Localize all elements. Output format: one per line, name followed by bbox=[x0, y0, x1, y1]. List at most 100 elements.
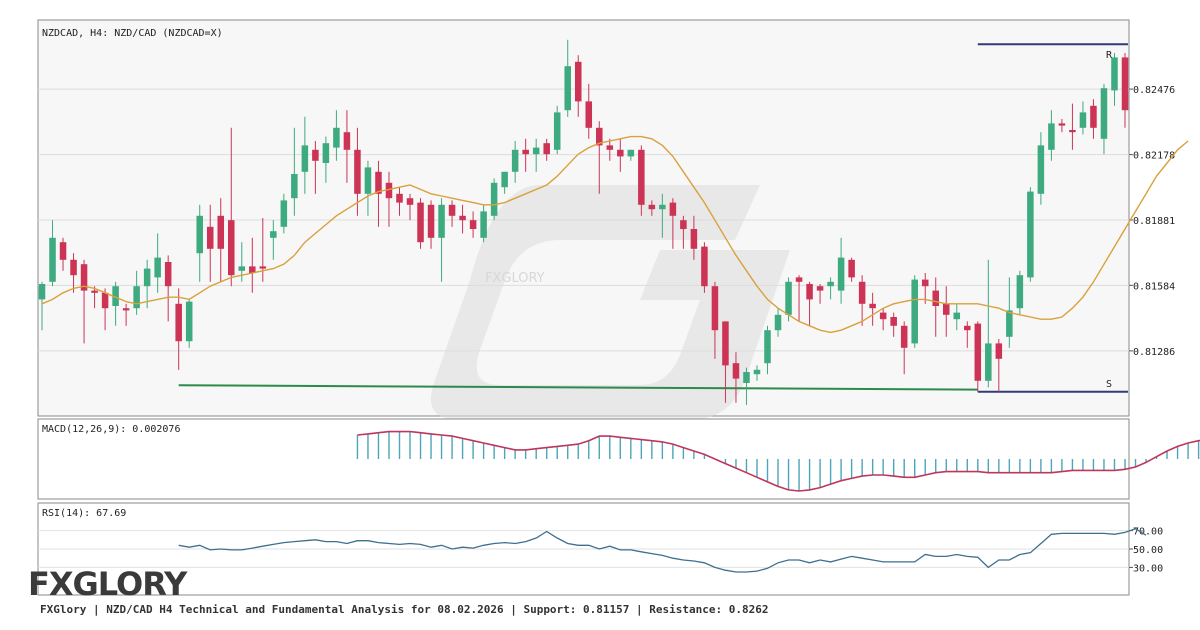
trendline-group bbox=[178, 384, 978, 391]
candle-body bbox=[228, 220, 235, 276]
candle-body bbox=[627, 149, 635, 157]
candle-body bbox=[322, 143, 330, 163]
candle-body bbox=[522, 149, 529, 155]
candle-body bbox=[995, 343, 1003, 359]
candle-body bbox=[617, 149, 624, 157]
candle-body bbox=[837, 257, 845, 291]
candle-body bbox=[711, 286, 719, 331]
candle-body bbox=[301, 145, 309, 172]
price-tick-label: 0.81881 bbox=[1133, 216, 1175, 227]
candle-body bbox=[806, 284, 813, 300]
candle-body bbox=[343, 132, 351, 150]
candle-body bbox=[480, 211, 487, 238]
support-label: S bbox=[1106, 379, 1112, 390]
candle-body bbox=[890, 317, 897, 326]
watermark-logo-shape bbox=[430, 185, 790, 420]
rsi-tick-label: 70.00 bbox=[1133, 527, 1163, 538]
candle-body bbox=[680, 220, 687, 229]
candle-body bbox=[964, 325, 971, 331]
candle-body bbox=[364, 167, 372, 194]
candle-body bbox=[953, 312, 961, 320]
candle-body bbox=[427, 204, 435, 238]
candle-body bbox=[942, 303, 950, 315]
footer-caption: FXGlory | NZD/CAD H4 Technical and Funda… bbox=[40, 603, 769, 616]
watermark-group: FXGLORY bbox=[430, 185, 790, 420]
price-tick-label: 0.81286 bbox=[1133, 347, 1175, 358]
candle-body bbox=[259, 266, 267, 269]
moving-average-line bbox=[41, 135, 1189, 334]
candle-body bbox=[985, 343, 992, 381]
macd-histogram-group bbox=[356, 430, 1200, 492]
candle-body bbox=[49, 237, 56, 282]
candle-body bbox=[238, 266, 246, 271]
candle-body bbox=[354, 149, 361, 194]
candle-body bbox=[911, 279, 918, 344]
candle-body bbox=[596, 127, 603, 146]
candle-body bbox=[490, 182, 498, 216]
candle-body bbox=[606, 145, 614, 150]
candle-body bbox=[848, 259, 855, 278]
candle-body bbox=[1006, 310, 1013, 337]
fxglory-logo: FXGLORY bbox=[28, 565, 187, 603]
candle-body bbox=[543, 143, 550, 155]
candle-body bbox=[501, 171, 508, 188]
candle-body bbox=[869, 303, 876, 309]
candle-body bbox=[669, 202, 677, 216]
candle-body bbox=[900, 325, 908, 348]
candle-body bbox=[1069, 130, 1076, 133]
price-panel: FXGLORY 0.82476 0.82178 0.81881 0.81584 0.81… bbox=[37, 19, 1189, 420]
candle-body bbox=[1016, 275, 1024, 309]
candle-body bbox=[133, 286, 140, 309]
support-trendline bbox=[178, 384, 978, 391]
candle-body bbox=[448, 204, 456, 216]
candle-body bbox=[764, 330, 771, 364]
candle-body bbox=[690, 229, 698, 249]
rsi-tick-label: 30.00 bbox=[1133, 563, 1163, 574]
moving-average-group bbox=[41, 135, 1189, 334]
candle-body bbox=[385, 182, 393, 199]
rsi-tick-label: 50.00 bbox=[1133, 545, 1163, 556]
candle-body bbox=[91, 290, 98, 293]
candle-body bbox=[406, 198, 414, 205]
candle-body bbox=[1058, 123, 1066, 126]
candle-body bbox=[701, 246, 708, 287]
price-tick-label: 0.82476 bbox=[1133, 85, 1175, 96]
candle-body bbox=[827, 281, 834, 287]
candle-body bbox=[112, 286, 119, 306]
candle-body bbox=[1100, 88, 1108, 139]
rsi-title: RSI(14): 67.69 bbox=[42, 508, 126, 519]
candle-body bbox=[574, 61, 582, 102]
candle-body bbox=[417, 202, 424, 243]
candle-body bbox=[511, 149, 519, 172]
candle-body bbox=[785, 281, 792, 315]
candle-body bbox=[732, 363, 740, 379]
watermark-text: FXGLORY bbox=[485, 271, 545, 286]
candle-body bbox=[280, 200, 288, 227]
candle-body bbox=[532, 147, 540, 155]
candle-body bbox=[154, 257, 161, 278]
candle-body bbox=[921, 279, 929, 287]
support-resistance-group bbox=[977, 43, 1128, 393]
macd-signal-line bbox=[357, 430, 1200, 492]
candle-body bbox=[774, 314, 782, 331]
candle-body bbox=[459, 215, 466, 221]
candle-body bbox=[648, 204, 656, 210]
macd-panel-frame bbox=[37, 418, 1130, 500]
candle-body bbox=[1027, 191, 1034, 278]
macd-title: MACD(12,26,9): 0.002076 bbox=[42, 424, 180, 435]
candle-body bbox=[396, 193, 403, 203]
candle-body bbox=[196, 215, 203, 254]
candle-body bbox=[206, 226, 214, 249]
rsi-panel: 70.00 50.00 30.00 RSI(14): 67.69 bbox=[37, 502, 1163, 596]
candle-body bbox=[753, 369, 761, 375]
candle-body bbox=[743, 372, 750, 383]
price-chart-title: NZDCAD, H4: NZD/CAD (NZDCAD=X) bbox=[42, 28, 223, 39]
rsi-line bbox=[178, 528, 1147, 573]
candle-body bbox=[879, 312, 887, 320]
candle-body bbox=[185, 301, 193, 342]
price-y-axis: 0.82476 0.82178 0.81881 0.81584 0.81286 bbox=[1129, 85, 1175, 358]
candle-body bbox=[70, 259, 77, 276]
candle-body bbox=[143, 268, 151, 287]
candle-body bbox=[1037, 145, 1045, 194]
